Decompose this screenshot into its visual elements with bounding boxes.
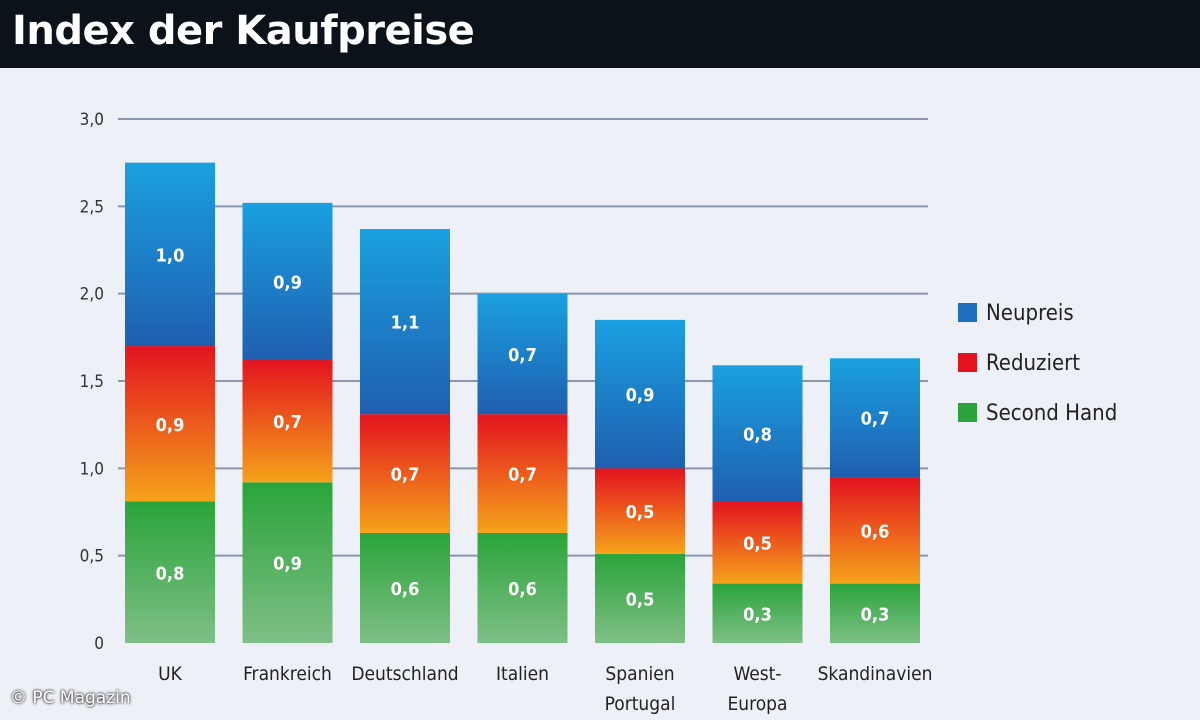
value-label: 1,1 [391, 313, 420, 334]
category-label: Portugal [605, 693, 676, 715]
value-label: 0,3 [861, 604, 890, 625]
value-label: 0,6 [508, 579, 537, 600]
bar-segment-neupreis [360, 229, 450, 415]
chart-title: Index der Kaufpreise [12, 8, 475, 54]
category-label: Europa [727, 693, 787, 715]
value-label: 0,9 [273, 554, 302, 575]
bar-segment-neupreis [830, 358, 920, 478]
value-label: 0,7 [273, 412, 302, 433]
value-label: 0,8 [156, 563, 185, 584]
y-tick-label: 1,5 [80, 372, 104, 392]
value-label: 0,8 [743, 424, 772, 445]
value-label: 1,0 [156, 245, 185, 266]
category-label: Skandinavien [818, 663, 933, 685]
value-label: 0,3 [743, 604, 772, 625]
y-tick-label: 0,5 [80, 547, 104, 567]
legend-label: Second Hand [986, 401, 1117, 426]
value-label: 0,9 [156, 415, 185, 436]
bar-segment-reduziert [830, 477, 920, 584]
value-labels: 0,8 0,9 1,0 0,9 0,7 0,9 0,6 0,7 1,1 0,6 0,7 0,7 0,5 0… [156, 245, 890, 625]
bar-segment-second [125, 501, 215, 643]
bar-segment-neupreis [712, 365, 803, 502]
bar-segment-reduziert [125, 346, 215, 502]
bar-segment-reduziert [360, 414, 450, 533]
bar-segment-reduziert [242, 360, 333, 483]
value-label: 0,7 [391, 465, 420, 486]
bar-segment-reduziert [712, 501, 803, 584]
bar-segment-second [712, 583, 803, 643]
value-label: 0,7 [508, 465, 537, 486]
title-bar: Index der Kaufpreise [0, 0, 1200, 68]
legend-swatch [958, 353, 977, 372]
y-tick-label: 3,0 [80, 110, 104, 130]
value-label: 0,5 [626, 589, 655, 610]
bar-segment-neupreis [595, 319, 685, 469]
bar-segment-reduziert [595, 468, 685, 554]
value-label: 0,6 [391, 579, 420, 600]
value-label: 0,5 [626, 502, 655, 523]
legend-swatch [958, 403, 977, 422]
value-label: 0,6 [861, 521, 890, 542]
category-labels: UK Frankreich Deutschland Italien Spanien Por… [158, 663, 932, 715]
bar-segment-second [595, 553, 685, 643]
bar-segment-second [360, 532, 450, 643]
bar-segment-neupreis [242, 202, 333, 361]
category-label: Spanien [605, 663, 674, 685]
y-tick-label: 0 [94, 634, 104, 654]
value-label: 0,7 [861, 409, 890, 430]
y-tick-label: 1,0 [80, 459, 104, 479]
y-tick-label: 2,5 [80, 197, 104, 217]
bar-segment-second [830, 583, 920, 643]
value-label: 0,5 [743, 534, 772, 555]
value-label: 0,9 [273, 272, 302, 293]
category-label: Italien [496, 663, 549, 685]
bar-segment-second [477, 532, 568, 643]
bar-segment-neupreis [477, 293, 568, 415]
legend-label: Reduziert [986, 351, 1080, 376]
category-label: West- [733, 663, 781, 685]
value-label: 0,9 [626, 385, 655, 406]
legend: Neupreis Reduziert Second Hand [958, 301, 1117, 426]
legend-swatch [958, 303, 977, 322]
bar-segment-neupreis [125, 162, 215, 347]
legend-label: Neupreis [986, 301, 1074, 326]
copyright-notice: © PC Magazin [10, 688, 131, 708]
category-label: Deutschland [351, 663, 458, 685]
value-label: 0,7 [508, 345, 537, 366]
y-axis: 0 0,5 1,0 1,5 2,0 2,5 3,0 [80, 110, 104, 654]
bar-segment-reduziert [477, 414, 568, 533]
category-label: UK [158, 663, 183, 685]
bar-segment-second [242, 482, 333, 643]
bars [125, 162, 920, 643]
category-label: Frankreich [243, 663, 332, 685]
y-tick-label: 2,0 [80, 285, 104, 305]
